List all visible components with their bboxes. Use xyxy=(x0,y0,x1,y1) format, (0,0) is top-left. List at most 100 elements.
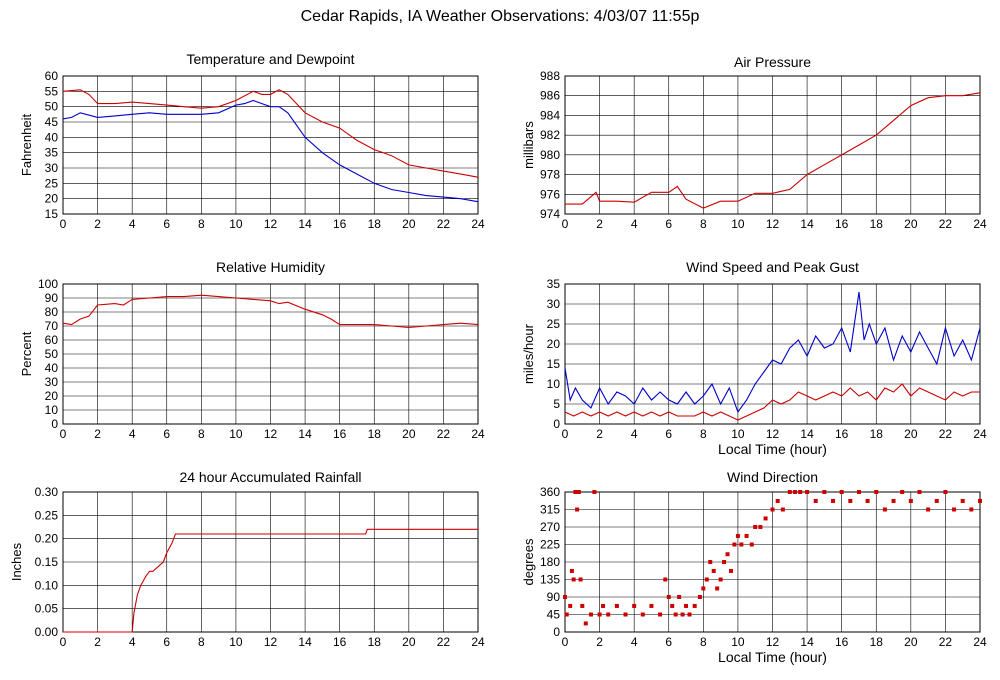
winddir-point xyxy=(578,577,583,582)
humidity-ytick-label: 60 xyxy=(45,333,59,347)
winddir-point xyxy=(952,507,957,512)
pressure-xtick-label: 8 xyxy=(700,217,707,231)
temp-series-2-line xyxy=(62,99,479,203)
winddir-point xyxy=(763,516,768,521)
pressure-xtick-label: 6 xyxy=(665,217,672,231)
winddir-point xyxy=(640,612,645,617)
winddir-point xyxy=(856,490,861,494)
temp-ytick-label: 45 xyxy=(45,115,59,129)
winddir-xtick-label: 12 xyxy=(766,635,780,649)
page-title: Cedar Rapids, IA Weather Observations: 4… xyxy=(300,8,700,25)
winddir-point xyxy=(632,603,637,608)
rain-title: 24 hour Accumulated Rainfall xyxy=(179,469,361,485)
temp-series-1-line xyxy=(62,89,479,178)
humidity-xtick-label: 4 xyxy=(129,427,136,441)
temp-xtick-label: 4 xyxy=(129,217,136,231)
rain-xtick-label: 12 xyxy=(264,635,278,649)
wind-ytick-label: 0 xyxy=(553,417,560,431)
winddir-ytick-label: 360 xyxy=(540,485,560,499)
pressure-ytick-label: 978 xyxy=(540,168,560,182)
winddir-xtick-label: 18 xyxy=(870,635,884,649)
winddir-ytick-label: 135 xyxy=(540,573,560,587)
humidity-ytick-label: 90 xyxy=(45,291,59,305)
wind-ytick-label: 10 xyxy=(547,377,561,391)
rain-xtick-label: 20 xyxy=(402,635,416,649)
wind-xtick-label: 18 xyxy=(870,427,884,441)
winddir-point xyxy=(943,490,948,494)
pressure-xtick-label: 18 xyxy=(870,217,884,231)
rain-chart: 24 hour Accumulated Rainfall 0.00 0.05 0.10… xyxy=(9,469,485,649)
winddir-point xyxy=(865,498,870,503)
humidity-ylabel: Percent xyxy=(19,331,34,376)
winddir-point xyxy=(822,490,827,494)
pressure-xtick-label: 10 xyxy=(731,217,745,231)
winddir-point xyxy=(580,603,585,608)
pressure-ytick-label: 974 xyxy=(540,207,560,221)
winddir-point xyxy=(597,612,602,617)
winddir-point xyxy=(692,603,697,608)
winddir-point xyxy=(564,612,569,617)
winddir-xtick-label: 8 xyxy=(700,635,707,649)
humidity-xtick-label: 2 xyxy=(94,427,101,441)
winddir-point xyxy=(831,498,836,503)
wind-xtick-label: 2 xyxy=(596,427,603,441)
rain-frame xyxy=(62,491,479,633)
rain-xtick-label: 2 xyxy=(94,635,101,649)
humidity-xtick-label: 6 xyxy=(163,427,170,441)
wind-series-2-line xyxy=(564,383,980,421)
winddir-xtick-label: 20 xyxy=(904,635,918,649)
winddir-ytick-label: 180 xyxy=(540,555,560,569)
winddir-point xyxy=(677,595,682,599)
winddir-point xyxy=(770,507,775,512)
humidity-ytick-label: 100 xyxy=(38,277,58,291)
winddir-point xyxy=(758,525,763,529)
pressure-xtick-label: 12 xyxy=(766,217,780,231)
winddir-point xyxy=(568,603,573,608)
winddir-point xyxy=(569,568,574,573)
wind-xtick-label: 14 xyxy=(800,427,814,441)
pressure-xtick-label: 14 xyxy=(800,217,814,231)
winddir-ytick-label: 90 xyxy=(547,590,561,604)
temp-xtick-label: 6 xyxy=(163,217,170,231)
humidity-xtick-label: 8 xyxy=(198,427,205,441)
winddir-point xyxy=(697,595,702,599)
winddir-xtick-label: 0 xyxy=(562,635,569,649)
pressure-series-1-line xyxy=(565,92,981,209)
winddir-ytick-label: 0 xyxy=(553,625,560,639)
winddir-point xyxy=(563,595,567,599)
humidity-ytick-label: 50 xyxy=(45,347,59,361)
winddir-point xyxy=(711,568,716,573)
pressure-ytick-label: 984 xyxy=(540,108,560,122)
winddir-point xyxy=(658,612,663,617)
rain-ylabel: Inches xyxy=(9,542,24,581)
winddir-point xyxy=(744,533,749,538)
temp-xtick-label: 20 xyxy=(402,217,416,231)
rain-ytick-label: 0.05 xyxy=(35,602,59,616)
wind-xtick-label: 12 xyxy=(766,427,780,441)
wind-xtick-label: 0 xyxy=(562,427,569,441)
winddir-point xyxy=(891,498,896,503)
pressure-xtick-label: 4 xyxy=(631,217,638,231)
wind-ylabel: miles/hour xyxy=(521,323,536,384)
wind-ytick-label: 30 xyxy=(547,297,561,311)
winddir-point xyxy=(708,560,713,564)
humidity-ytick-label: 10 xyxy=(45,403,59,417)
temp-xtick-label: 0 xyxy=(60,217,67,231)
winddir-xtick-label: 2 xyxy=(596,635,603,649)
winddir-point xyxy=(775,498,780,503)
humidity-xtick-label: 20 xyxy=(402,427,416,441)
winddir-point xyxy=(576,490,581,494)
rain-xtick-label: 14 xyxy=(298,635,312,649)
winddir-point xyxy=(792,490,797,494)
winddir-xtick-label: 24 xyxy=(973,635,987,649)
temp-xtick-label: 18 xyxy=(368,217,382,231)
winddir-point xyxy=(718,577,723,582)
humidity-ytick-label: 30 xyxy=(45,375,59,389)
winddir-point xyxy=(917,490,922,494)
temp-chart: Temperature and Dewpoint1520253035404550… xyxy=(19,51,485,231)
rain-ytick-label: 0.10 xyxy=(35,578,59,592)
humidity-frame xyxy=(62,283,479,425)
winddir-xlabel: Local Time (hour) xyxy=(718,649,827,665)
